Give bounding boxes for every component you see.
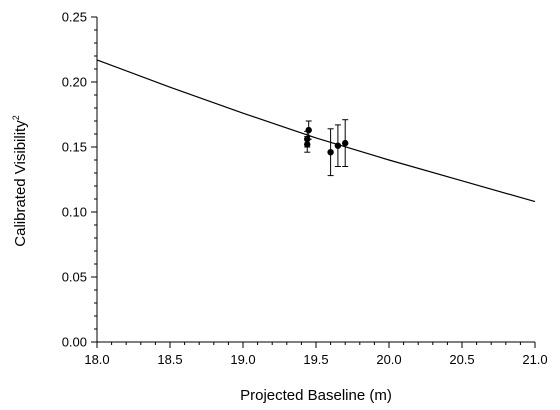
data-layer	[96, 59, 536, 203]
y-tick-label: 0.25	[62, 10, 87, 25]
y-tick-label: 0.20	[62, 75, 87, 90]
axes: 18.0 18.5 19.0 19.5 20.0 20.5 21.0 0.00 0.05 0.10…	[62, 10, 548, 368]
y-tick-label: 0.05	[62, 270, 87, 285]
y-axis-title-main: Calibrated Visibility	[12, 120, 29, 247]
x-tick-label: 18.0	[84, 352, 109, 367]
y-axis-title-superscript: 2	[11, 115, 21, 120]
y-tick-label: 0.15	[62, 140, 87, 155]
x-tick-label: 18.5	[157, 352, 182, 367]
data-point	[305, 126, 312, 134]
x-tick-label: 20.5	[449, 352, 474, 367]
x-axis-title: Projected Baseline (m)	[240, 387, 392, 404]
data-point	[334, 142, 342, 149]
y-axis-title: Calibrated Visibility2	[11, 115, 29, 246]
x-tick-label: 19.5	[303, 352, 328, 367]
x-tick-label: 19.0	[230, 352, 255, 367]
data-point	[327, 149, 334, 156]
model-curve	[96, 59, 536, 203]
y-tick-label: 0.00	[62, 335, 87, 350]
x-tick-label: 20.0	[376, 352, 401, 367]
x-tick-label: 21.0	[522, 352, 547, 367]
data-point	[342, 139, 349, 147]
y-tick-label: 0.10	[62, 205, 87, 220]
